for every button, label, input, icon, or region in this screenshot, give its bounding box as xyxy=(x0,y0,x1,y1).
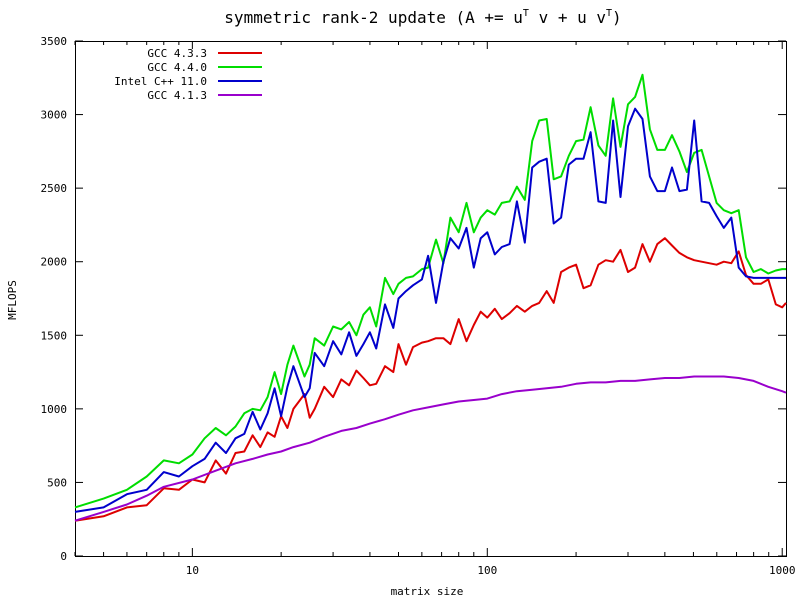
legend-label-4: GCC 4.1.3 xyxy=(147,89,207,102)
y-tick-label: 0 xyxy=(60,550,67,563)
x-tick-label: 1000 xyxy=(769,564,796,577)
y-tick-label: 1500 xyxy=(41,329,68,342)
x-axis-label: matrix size xyxy=(391,585,464,598)
x-tick-label: 10 xyxy=(186,564,199,577)
y-tick-label: 1000 xyxy=(41,403,68,416)
y-axis-label: MFLOPS xyxy=(6,280,19,320)
plot-area-frame xyxy=(75,41,787,557)
series-line-3 xyxy=(74,107,786,513)
y-tick-label: 3000 xyxy=(41,109,68,122)
y-tick-label: 500 xyxy=(47,476,67,489)
chart-title-sup1: T xyxy=(523,8,529,19)
y-tick-label: 2000 xyxy=(41,256,68,269)
y-axis: 0 500 1000 1500 2000 2500 3000 3500 xyxy=(41,35,786,563)
chart-title-part2: v + u v xyxy=(529,8,606,27)
y-tick-label: 3500 xyxy=(41,35,68,48)
chart-title-part3: ) xyxy=(612,8,622,27)
chart-title-part1: symmetric rank-2 update (A += u xyxy=(224,8,523,27)
plot-series xyxy=(74,73,787,522)
series-line-4 xyxy=(74,375,787,522)
series-line-1 xyxy=(74,237,787,522)
legend-label-1: GCC 4.3.3 xyxy=(147,47,207,60)
legend-label-3: Intel C++ 11.0 xyxy=(114,75,207,88)
legend-label-2: GCC 4.4.0 xyxy=(147,61,207,74)
chart-title: symmetric rank-2 update (A += uT v + u v… xyxy=(224,8,621,27)
chart-title-sup2: T xyxy=(606,8,612,19)
y-tick-label: 2500 xyxy=(41,182,68,195)
series-line-2 xyxy=(74,73,786,509)
x-tick-label: 100 xyxy=(477,564,497,577)
x-axis: 10 100 1000 xyxy=(74,41,796,577)
